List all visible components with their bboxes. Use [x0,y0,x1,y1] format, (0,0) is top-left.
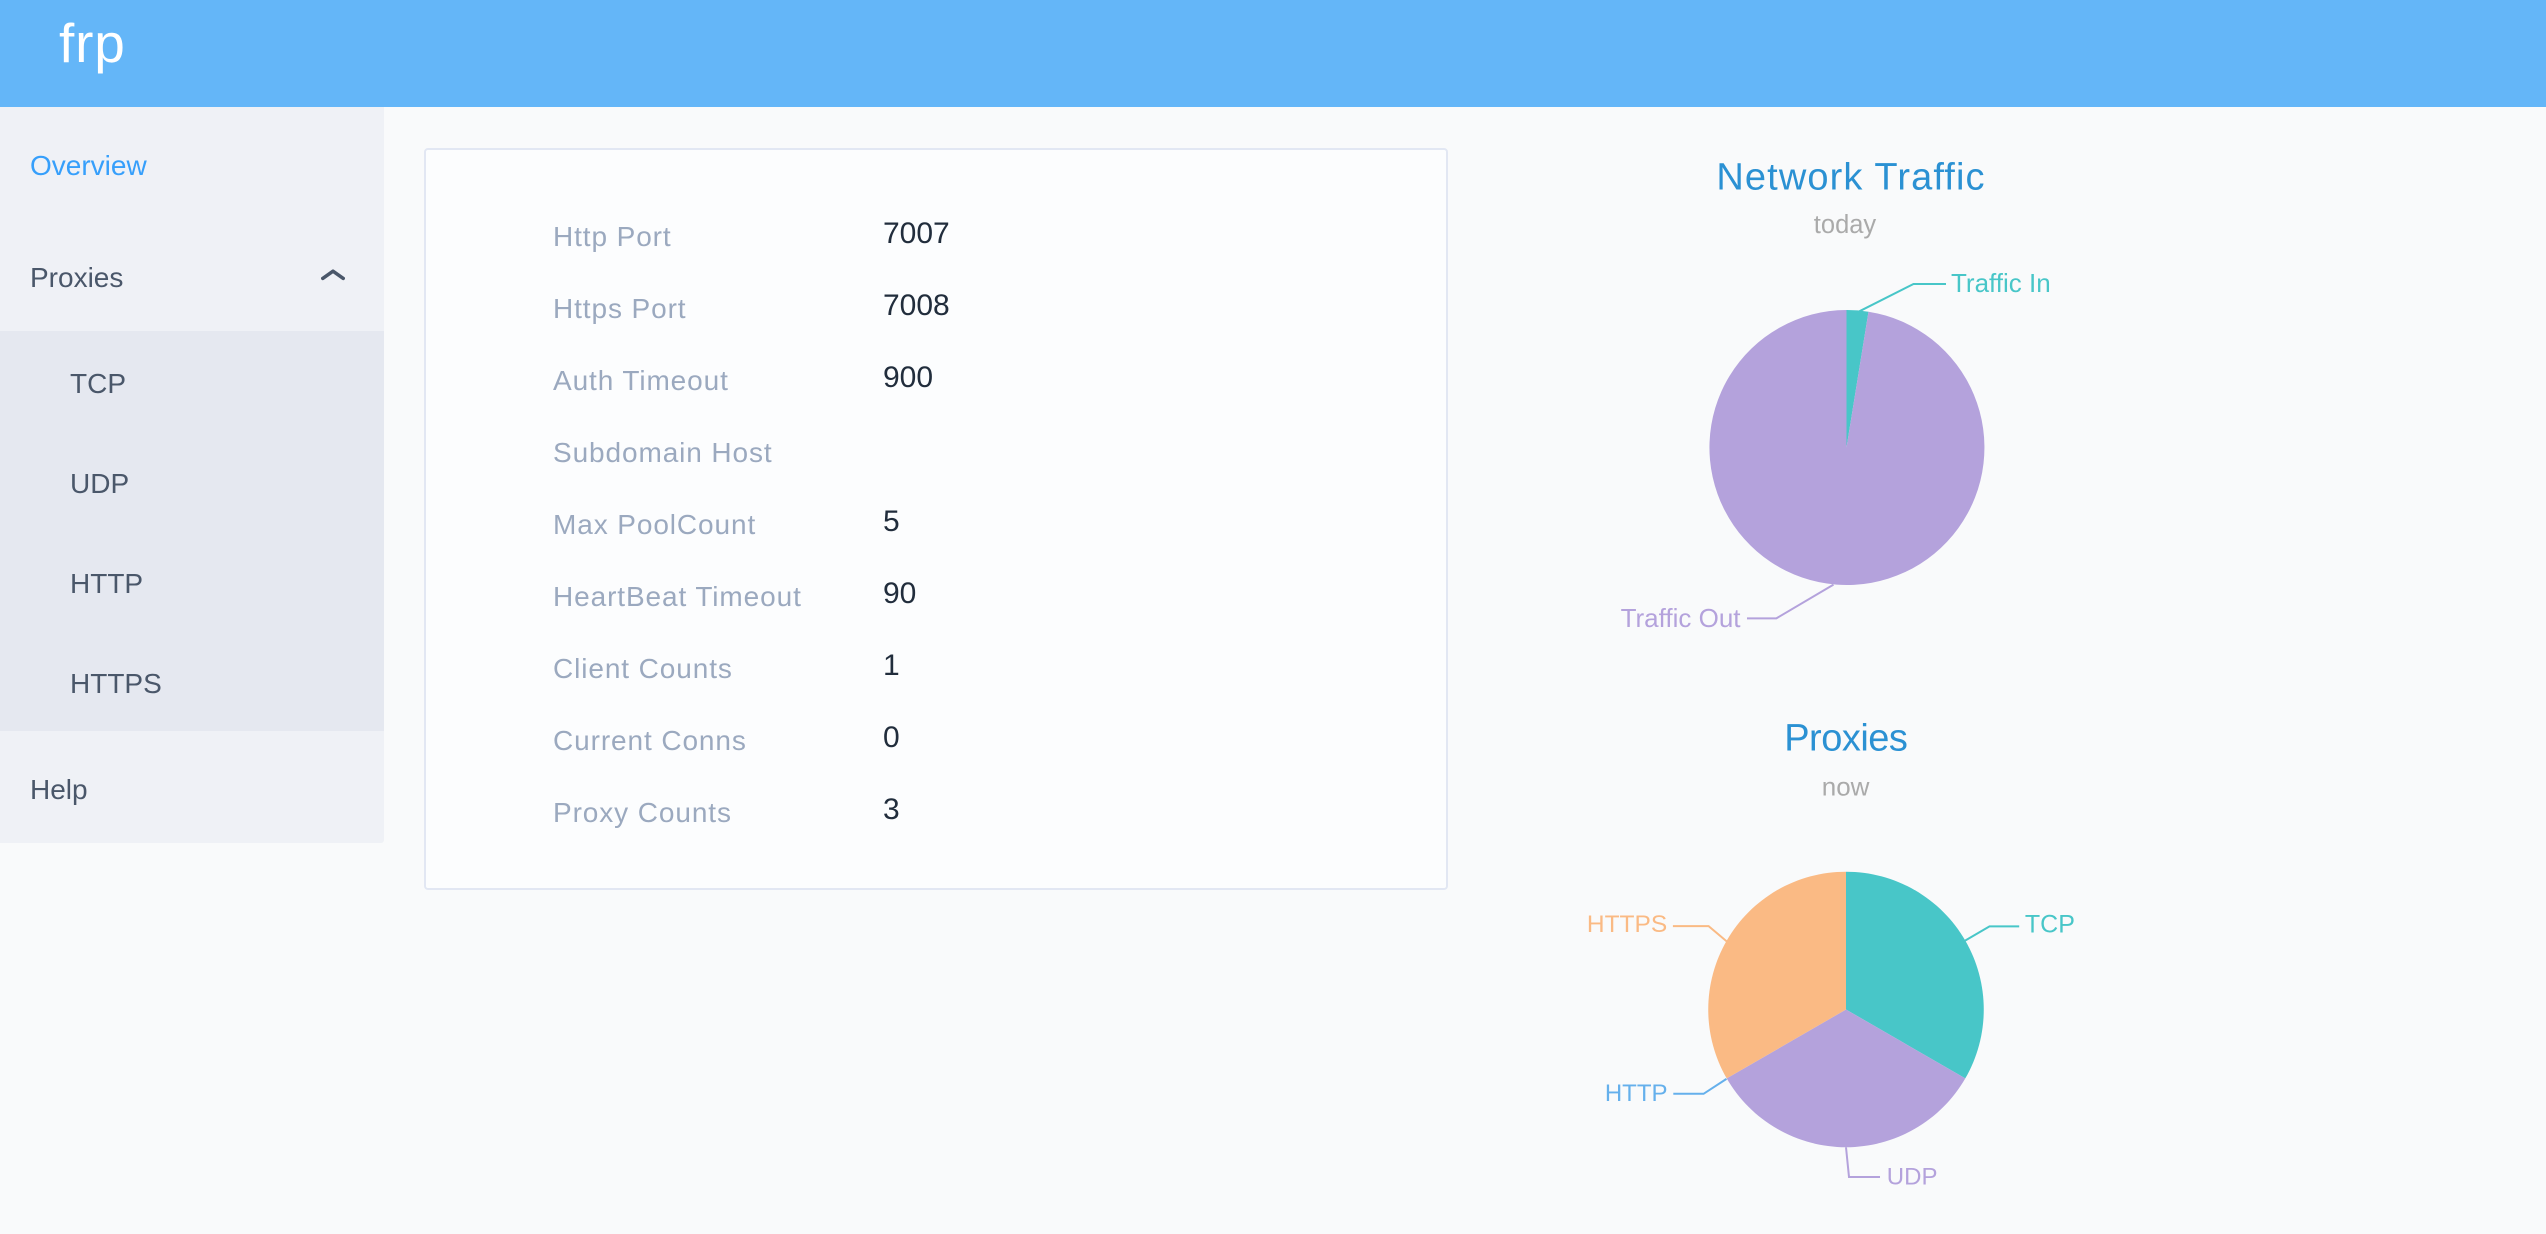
svg-text:HTTP: HTTP [1605,1080,1668,1107]
svg-text:now: now [1822,772,1870,802]
svg-text:Network Traffic: Network Traffic [1716,157,1985,199]
svg-text:Traffic Out: Traffic Out [1621,603,1742,633]
svg-text:today: today [1814,211,1877,239]
svg-text:HTTPS: HTTPS [1587,911,1667,938]
svg-text:TCP: TCP [2025,911,2075,939]
svg-text:Proxies: Proxies [1784,718,1907,760]
svg-text:UDP: UDP [1887,1163,1938,1190]
svg-text:Traffic In: Traffic In [1951,268,2051,298]
